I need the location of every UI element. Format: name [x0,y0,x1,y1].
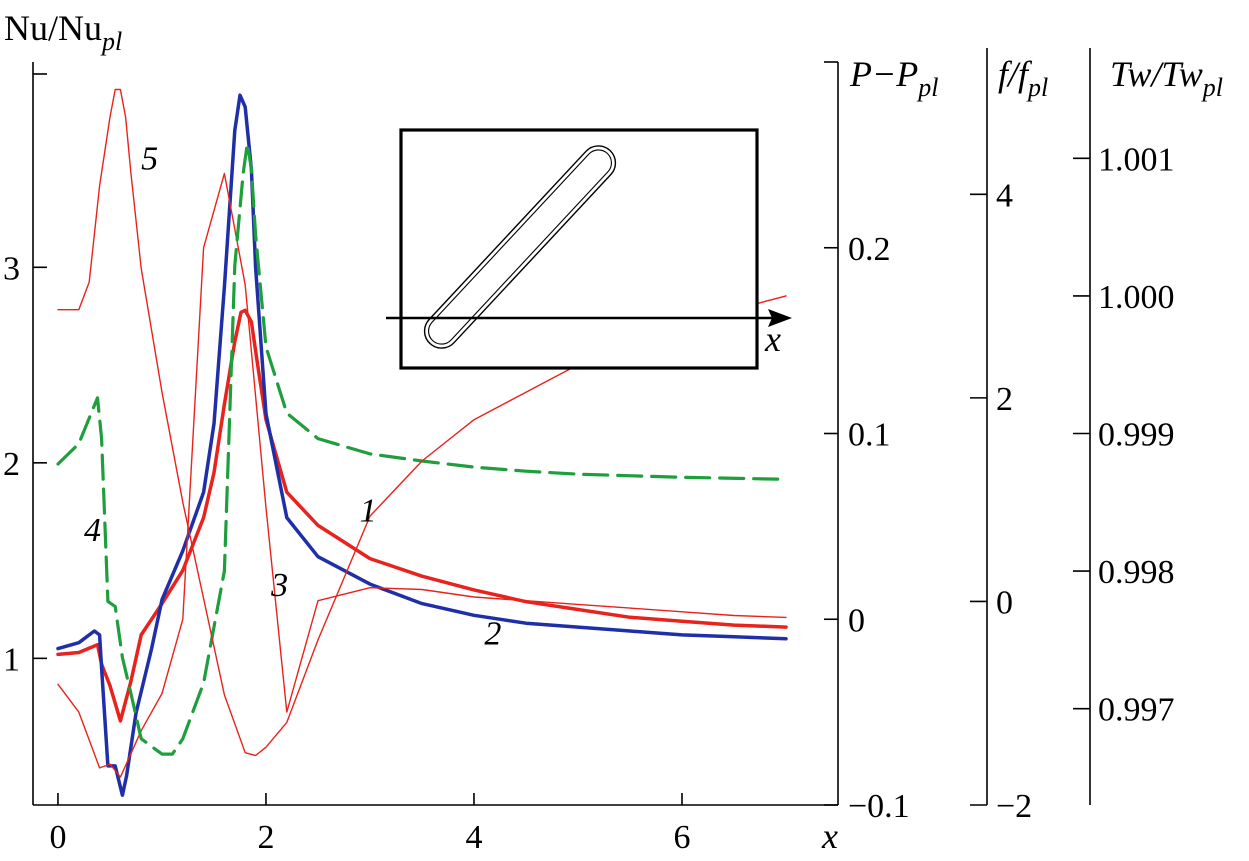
inset-slot-shape [423,145,617,349]
curve-label-5: 5 [141,141,158,178]
y-right-1-axis-title: P−Ppl [849,54,939,102]
x-tick-label: 4 [465,819,482,856]
y-right-2-tick-label: 0 [996,584,1013,621]
x-axis-title: x [821,816,838,856]
y-right-2-tick-label: −2 [996,788,1032,825]
y-right-1-tick-label: 0.1 [848,417,891,454]
y-right-1-tick-label: −0.1 [848,788,910,825]
y-right-3-tick-label: 0.997 [1098,692,1175,729]
x-tick-label: 0 [49,819,66,856]
series-line-3 [57,172,787,778]
curve-label-3: 3 [270,567,288,604]
y-left-axis-title: Nu/Nupl [4,8,122,56]
curve-label-2: 2 [484,616,501,653]
curve-label-1: 1 [360,492,377,529]
y-right-2-tick-label: 4 [996,177,1013,214]
y-right-3-tick-label: 0.999 [1098,417,1175,454]
curve-label-4: 4 [84,512,101,549]
series-line-5 [57,88,787,757]
y-left-tick-label: 2 [3,446,20,483]
x-tick-label: 6 [673,819,690,856]
y-right-3-tick-label: 1.000 [1098,279,1175,316]
inset-schematic: x [386,128,792,370]
x-tick-label: 2 [257,819,274,856]
curve-labels-layer: 1 2 3 4 5 [84,141,501,653]
y-left-tick-label: 1 [3,641,20,678]
ticks-layer: 0 2 4 6 1 2 3 −0.1 0 0.1 0.2 −2 0 2 4 0.997 0.998 0.999 1.… [3,61,1175,856]
y-left-tick-label: 3 [3,250,20,287]
series-line-4 [56,141,788,756]
inset-frame [399,128,759,370]
series-layer [56,88,788,797]
y-right-1-tick-label: 0.2 [848,231,891,268]
y-right-1-tick-label: 0 [848,602,865,639]
series-line-2 [56,93,788,797]
series-line-1 [56,308,788,723]
inset-x-arrowhead-icon [768,309,792,327]
y-right-3-axis-title: Tw/Twpl [1110,54,1223,102]
y-right-3-tick-label: 0.998 [1098,554,1175,591]
y-right-2-axis-title: f/fpl [998,54,1048,102]
inset-x-label: x [764,319,781,359]
y-right-2-tick-label: 2 [996,381,1013,418]
y-right-3-tick-label: 1.001 [1098,141,1175,178]
